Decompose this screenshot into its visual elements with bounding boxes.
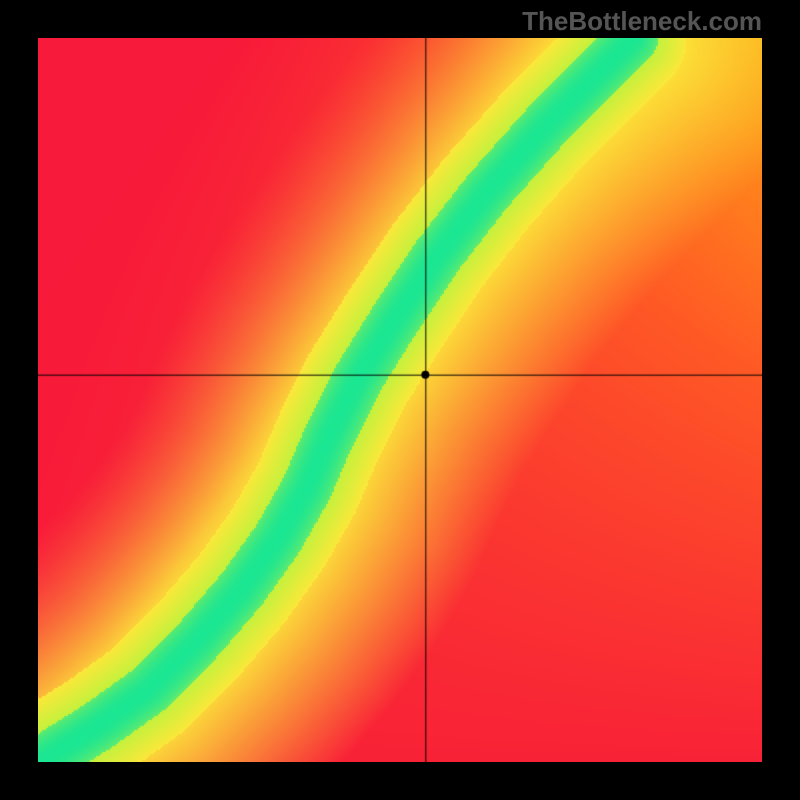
- chart-container: TheBottleneck.com: [0, 0, 800, 800]
- watermark-text: TheBottleneck.com: [522, 6, 762, 37]
- bottleneck-heatmap: [38, 38, 762, 762]
